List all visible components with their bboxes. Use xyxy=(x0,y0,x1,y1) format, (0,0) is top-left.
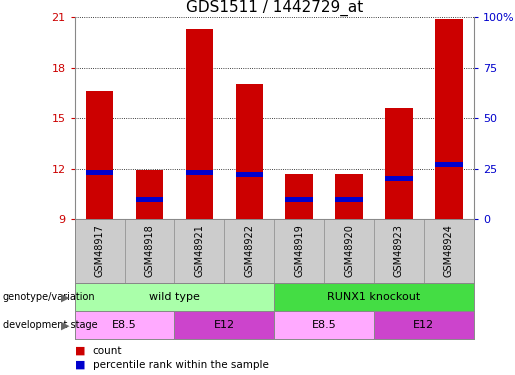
Bar xyxy=(175,311,274,339)
Text: ▶: ▶ xyxy=(61,320,70,330)
Bar xyxy=(435,162,462,167)
Text: E8.5: E8.5 xyxy=(312,320,336,330)
Bar xyxy=(75,311,175,339)
Text: GSM48917: GSM48917 xyxy=(95,225,105,278)
Title: GDS1511 / 1442729_at: GDS1511 / 1442729_at xyxy=(185,0,363,15)
Text: development stage: development stage xyxy=(3,320,97,330)
Bar xyxy=(86,91,113,219)
Bar xyxy=(75,283,274,311)
Bar xyxy=(385,108,413,219)
Text: ■: ■ xyxy=(75,345,85,355)
Text: GSM48919: GSM48919 xyxy=(294,225,304,277)
Text: GSM48920: GSM48920 xyxy=(344,225,354,278)
Bar xyxy=(285,196,313,202)
Bar xyxy=(86,170,113,176)
Bar xyxy=(335,196,363,202)
Bar xyxy=(274,311,374,339)
Text: GSM48924: GSM48924 xyxy=(444,225,454,278)
Text: GSM48923: GSM48923 xyxy=(394,225,404,278)
Text: ▶: ▶ xyxy=(61,292,70,302)
Bar xyxy=(374,311,474,339)
Bar xyxy=(285,174,313,219)
Text: genotype/variation: genotype/variation xyxy=(3,292,95,302)
Text: count: count xyxy=(93,345,122,355)
Bar xyxy=(274,283,474,311)
Bar xyxy=(136,170,163,219)
Bar xyxy=(186,170,213,176)
Text: percentile rank within the sample: percentile rank within the sample xyxy=(93,360,269,370)
Text: GSM48918: GSM48918 xyxy=(145,225,154,277)
Bar xyxy=(136,196,163,202)
Text: E12: E12 xyxy=(214,320,235,330)
Bar xyxy=(335,174,363,219)
Text: GSM48922: GSM48922 xyxy=(244,225,254,278)
Bar xyxy=(186,29,213,219)
Bar xyxy=(435,18,462,219)
Text: E12: E12 xyxy=(414,320,435,330)
Text: E8.5: E8.5 xyxy=(112,320,137,330)
Text: RUNX1 knockout: RUNX1 knockout xyxy=(328,292,421,302)
Bar xyxy=(235,172,263,177)
Bar xyxy=(385,176,413,182)
Bar xyxy=(235,84,263,219)
Text: GSM48921: GSM48921 xyxy=(194,225,204,278)
Text: ■: ■ xyxy=(75,360,85,370)
Text: wild type: wild type xyxy=(149,292,200,302)
